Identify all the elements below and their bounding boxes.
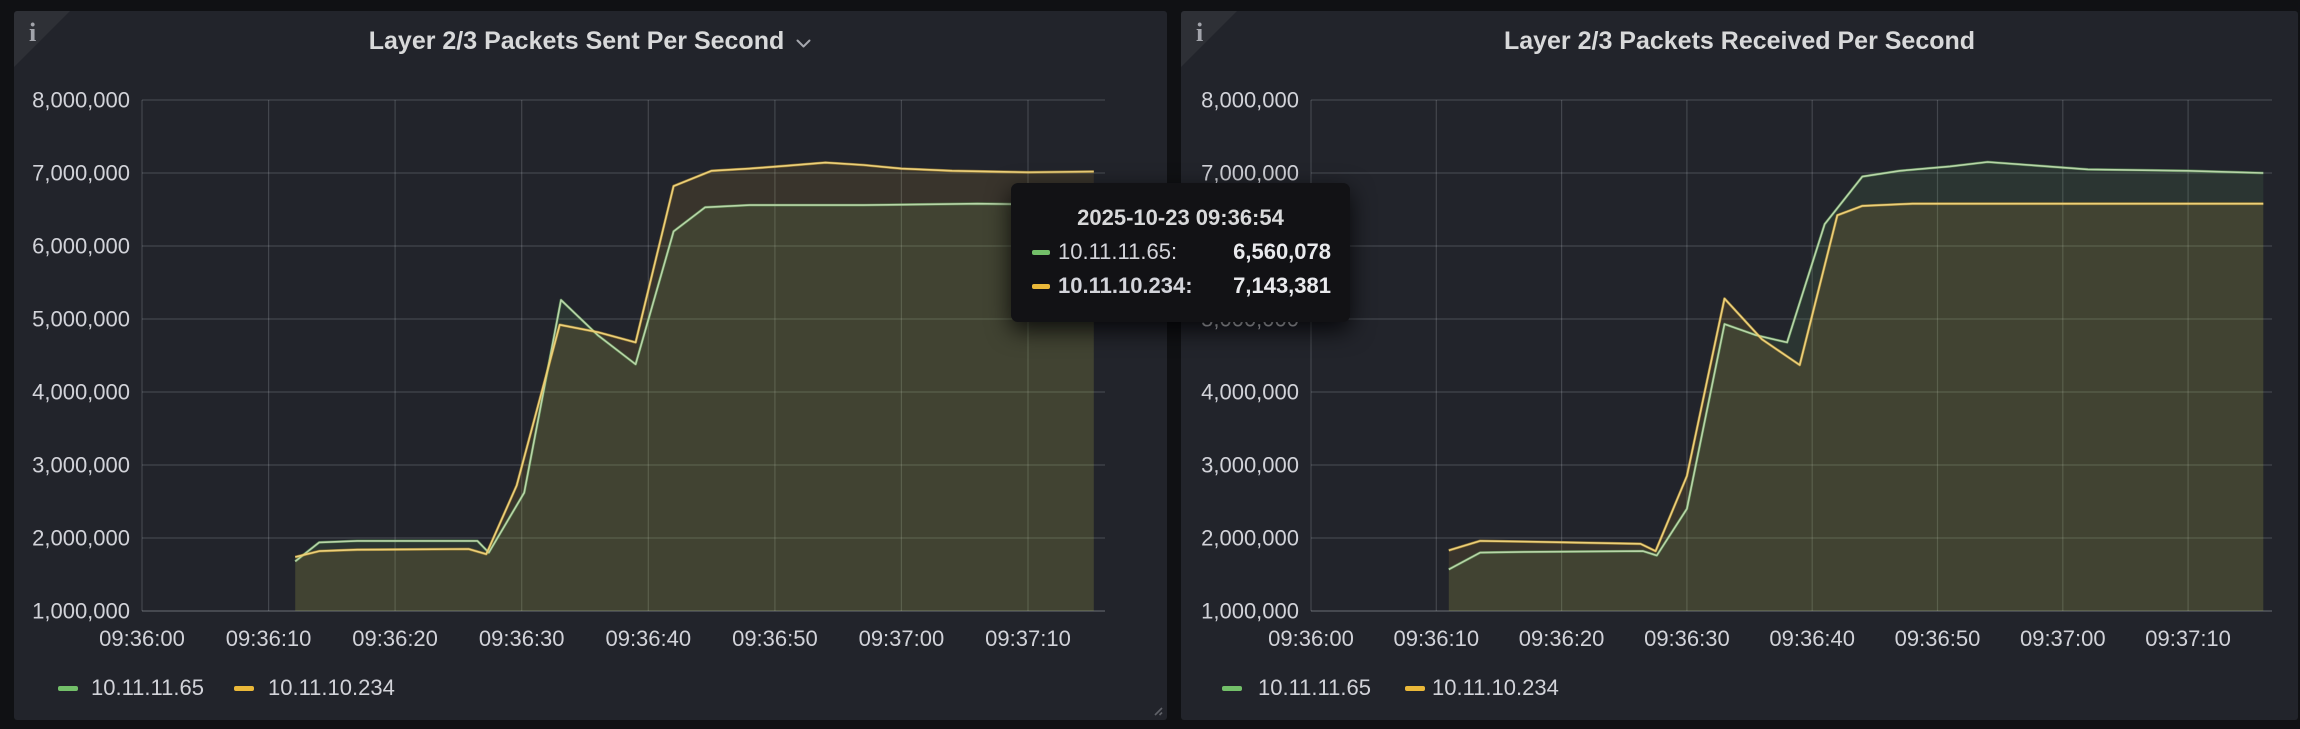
svg-text:09:36:20: 09:36:20 [1519, 626, 1605, 651]
svg-text:09:36:50: 09:36:50 [732, 626, 818, 651]
svg-text:4,000,000: 4,000,000 [32, 380, 130, 405]
svg-text:7,000,000: 7,000,000 [32, 161, 130, 186]
svg-text:8,000,000: 8,000,000 [1201, 88, 1299, 113]
svg-text:09:36:00: 09:36:00 [1268, 626, 1354, 651]
svg-text:3,000,000: 3,000,000 [1201, 453, 1299, 478]
svg-text:09:36:20: 09:36:20 [352, 626, 438, 651]
svg-text:09:36:30: 09:36:30 [1644, 626, 1730, 651]
svg-text:09:37:00: 09:37:00 [859, 626, 945, 651]
svg-text:2,000,000: 2,000,000 [1201, 526, 1299, 551]
svg-text:09:36:10: 09:36:10 [226, 626, 312, 651]
svg-text:09:36:00: 09:36:00 [99, 626, 185, 651]
svg-text:09:36:40: 09:36:40 [1769, 626, 1855, 651]
svg-text:09:36:10: 09:36:10 [1393, 626, 1479, 651]
svg-text:09:37:10: 09:37:10 [985, 626, 1071, 651]
svg-text:1,000,000: 1,000,000 [32, 599, 130, 624]
svg-text:09:36:50: 09:36:50 [1895, 626, 1981, 651]
svg-text:09:37:00: 09:37:00 [2020, 626, 2106, 651]
svg-text:09:37:10: 09:37:10 [2145, 626, 2231, 651]
svg-text:5,000,000: 5,000,000 [32, 307, 130, 332]
svg-text:09:36:40: 09:36:40 [605, 626, 691, 651]
svg-text:8,000,000: 8,000,000 [32, 88, 130, 113]
svg-text:6,000,000: 6,000,000 [32, 234, 130, 259]
svg-text:3,000,000: 3,000,000 [32, 453, 130, 478]
svg-text:7,000,000: 7,000,000 [1201, 161, 1299, 186]
svg-text:09:36:30: 09:36:30 [479, 626, 565, 651]
svg-text:1,000,000: 1,000,000 [1201, 599, 1299, 624]
svg-text:4,000,000: 4,000,000 [1201, 380, 1299, 405]
svg-text:2,000,000: 2,000,000 [32, 526, 130, 551]
